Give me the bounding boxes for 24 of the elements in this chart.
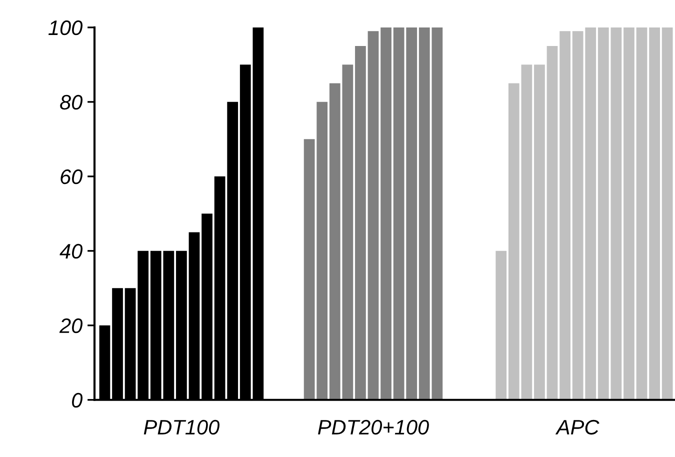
x-tick-label: APC (555, 420, 600, 435)
y-tick-label: 60 (60, 169, 83, 184)
bar (406, 27, 418, 400)
bar (624, 27, 634, 400)
bar (355, 46, 366, 400)
bar (368, 31, 379, 400)
y-tick-label: 20 (59, 318, 83, 334)
bar (316, 102, 328, 400)
bar (560, 31, 570, 400)
x-tick-label: PDT20+100 (318, 420, 429, 435)
bar (380, 27, 392, 400)
bar (393, 27, 404, 400)
x-tick-label: PDT100 (144, 420, 220, 435)
bar (496, 250, 507, 400)
y-tick-label: 100 (48, 20, 83, 36)
bar (662, 27, 673, 400)
bar (546, 46, 558, 400)
y-tick-label: 40 (60, 244, 83, 259)
y-tick-label: 80 (60, 94, 83, 110)
bar (636, 27, 648, 400)
bar (304, 139, 315, 400)
bar (534, 64, 545, 400)
bar (649, 27, 660, 400)
y-tick-label: 0 (72, 392, 83, 408)
